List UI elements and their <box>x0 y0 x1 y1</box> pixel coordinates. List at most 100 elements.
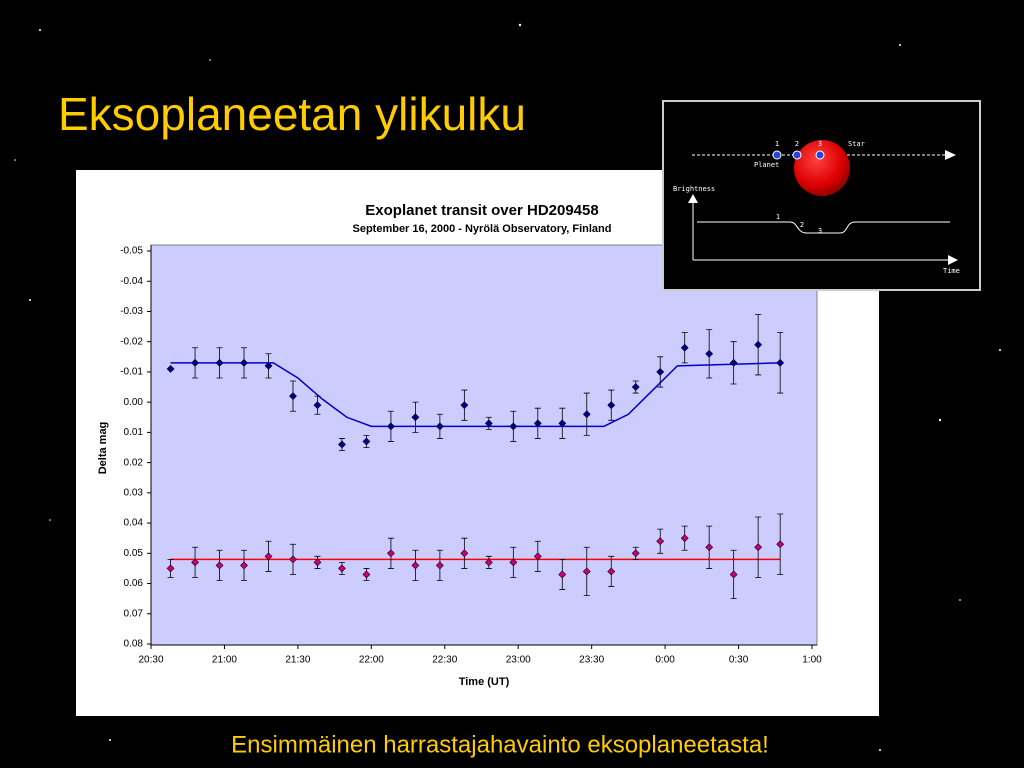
data-point <box>533 419 542 428</box>
plot-area <box>150 244 818 646</box>
star-label: Star <box>848 140 865 148</box>
data-point <box>680 343 689 352</box>
slide-caption: Ensimmäinen harrastajahavainto eksoplane… <box>231 731 769 758</box>
chart-subtitle: September 16, 2000 - Nyrölä Observatory,… <box>352 223 611 235</box>
x-tick-label: 23:30 <box>579 655 604 666</box>
star-dot <box>29 299 31 301</box>
data-point <box>166 364 175 373</box>
data-point <box>215 358 224 367</box>
star-dot <box>999 349 1001 351</box>
data-point <box>362 570 371 579</box>
data-point <box>460 549 469 558</box>
arrow-head <box>948 255 958 265</box>
data-point <box>509 422 518 431</box>
arrow-head <box>945 150 956 160</box>
chart-title: Exoplanet transit over HD209458 <box>365 202 598 219</box>
data-point <box>460 401 469 410</box>
data-point <box>240 358 248 367</box>
data-point <box>313 558 322 567</box>
data-point <box>435 422 444 431</box>
data-point <box>338 440 346 449</box>
x-tick-label: 22:30 <box>432 655 457 666</box>
data-point <box>264 361 273 370</box>
y-tick-label: 0.07 <box>124 608 144 619</box>
data-point <box>729 570 738 579</box>
position-label: 3 <box>818 140 822 148</box>
y-tick-label: 0.05 <box>124 548 144 559</box>
data-point <box>776 540 785 549</box>
data-point <box>509 558 518 567</box>
star-dot <box>14 159 16 161</box>
curve-label: 1 <box>776 213 780 221</box>
data-point <box>191 358 199 367</box>
fit-line <box>170 362 781 428</box>
slide-title: Eksoplaneetan ylikulku <box>58 88 526 140</box>
data-point <box>558 570 567 579</box>
data-point <box>582 567 591 576</box>
transit-diagram: 1 2 3 Star Planet Brightness Time 1 2 3 <box>662 100 981 291</box>
y-tick-label: 0.08 <box>124 639 144 650</box>
planet-label: Planet <box>754 161 779 169</box>
curve-label: 2 <box>800 221 804 229</box>
data-point <box>607 401 616 410</box>
y-tick-label: 0.00 <box>124 397 144 408</box>
data-point <box>558 419 567 428</box>
x-tick-label: 21:00 <box>212 655 237 666</box>
data-point <box>705 349 714 358</box>
y-tick-label: 0.01 <box>124 427 144 438</box>
x-axis-label: Time <box>943 267 960 275</box>
data-point <box>435 561 444 570</box>
data-point <box>729 358 738 367</box>
y-tick-label: -0.05 <box>120 246 143 257</box>
y-tick-label: 0.02 <box>124 457 144 468</box>
star-disk <box>794 140 850 196</box>
data-point <box>240 561 248 570</box>
data-point <box>776 358 785 367</box>
data-point <box>313 401 322 410</box>
y-axis-label: Brightness <box>673 185 715 193</box>
data-point <box>582 410 591 419</box>
arrow-head <box>688 194 698 203</box>
x-axis-label: Time (UT) <box>459 676 510 688</box>
data-point <box>289 392 297 401</box>
data-point <box>754 340 763 349</box>
light-curve <box>697 221 950 234</box>
data-point <box>484 419 493 428</box>
star-dot <box>899 44 901 46</box>
y-tick-label: 0.04 <box>124 518 144 529</box>
data-point <box>754 543 763 552</box>
y-tick-label: 0.06 <box>124 578 144 589</box>
x-tick-label: 1:00 <box>802 655 822 666</box>
curve-label: 3 <box>818 227 822 235</box>
data-point <box>533 552 542 561</box>
data-point <box>362 437 371 446</box>
data-point <box>631 549 640 558</box>
x-tick-label: 22:00 <box>359 655 384 666</box>
x-tick-label: 20:30 <box>138 655 163 666</box>
data-point <box>386 422 395 431</box>
planet-dot <box>772 150 782 160</box>
data-point <box>191 558 199 567</box>
data-point <box>484 558 493 567</box>
y-axis-label: Delta mag <box>97 422 109 475</box>
data-point <box>264 552 273 561</box>
data-point <box>705 543 714 552</box>
star-dot <box>959 599 961 601</box>
y-tick-label: 0.03 <box>124 487 144 498</box>
data-point <box>411 413 420 422</box>
data-point <box>656 537 665 546</box>
data-point <box>411 561 420 570</box>
x-tick-label: 0:00 <box>655 655 675 666</box>
star-dot <box>518 23 522 27</box>
data-point <box>607 567 616 576</box>
star-dot <box>49 519 51 521</box>
data-point <box>215 561 224 570</box>
star-dot <box>879 749 881 751</box>
position-label: 2 <box>795 140 799 148</box>
planet-dot <box>815 150 825 160</box>
data-point <box>166 564 175 573</box>
position-label: 1 <box>775 140 779 148</box>
data-point <box>338 564 346 573</box>
star-dot <box>209 59 211 61</box>
